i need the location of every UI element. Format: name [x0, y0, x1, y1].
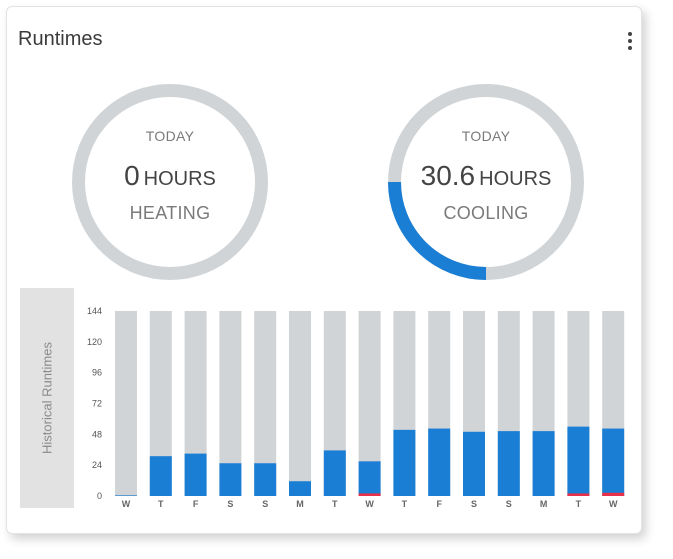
heating-today-label: TODAY — [145, 128, 195, 144]
cooling-hours-value: 30.6 — [420, 160, 476, 191]
y-axis-label: Historical Runtimes — [39, 342, 55, 454]
cooling-progress-arc — [388, 181, 487, 280]
heating-gauge-ring — [72, 84, 268, 280]
cooling-gauge — [386, 82, 586, 282]
cooling-today-label: TODAY — [461, 128, 511, 144]
card-title: Runtimes — [18, 28, 103, 50]
more-vert-icon[interactable] — [620, 32, 640, 56]
heating-mode-label: HEATING — [129, 203, 211, 223]
cooling-hours: 30.6 HOURS — [386, 160, 586, 192]
y-axis-label-panel — [20, 288, 74, 508]
cooling-mode-label: COOLING — [443, 203, 529, 223]
heating-gauge — [70, 82, 270, 282]
cooling-hours-unit: HOURS — [479, 168, 552, 190]
heating-hours-value: 0 — [124, 160, 140, 191]
cooling-gauge-ring — [388, 84, 584, 280]
heating-hours: 0 HOURS — [70, 160, 270, 192]
heating-hours-unit: HOURS — [143, 168, 216, 190]
